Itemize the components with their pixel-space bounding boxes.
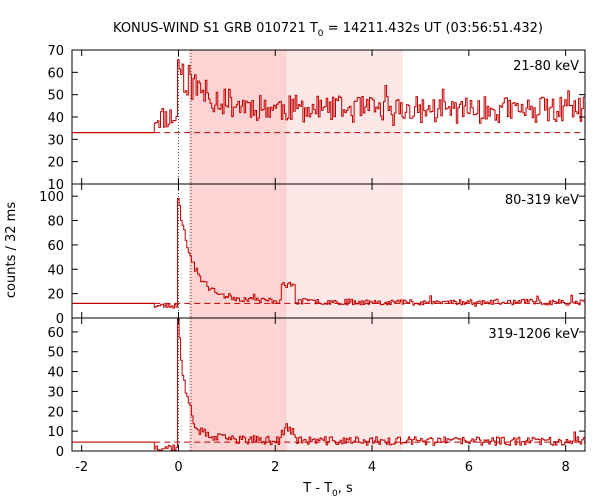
y-tick-label: 50	[47, 346, 64, 361]
shaded-interval-2	[286, 318, 404, 451]
x-tick-label: 8	[562, 460, 570, 475]
y-tick-label: 40	[47, 111, 64, 126]
y-tick-label: 20	[47, 156, 64, 171]
y-tick-label: 60	[47, 66, 64, 81]
panel-energy-label: 319-1206 keV	[488, 327, 579, 342]
x-axis-label: T - T0, s	[302, 481, 353, 499]
y-tick-label: 10	[47, 425, 64, 440]
x-tick-label: 2	[271, 460, 279, 475]
light-curve	[153, 318, 586, 451]
y-tick-label: 60	[47, 239, 64, 254]
panel-3: 0 10 20 30 40 50 60 319-1206 keV	[47, 317, 586, 460]
title-subscript: 0	[318, 29, 324, 39]
y-tick-label: 60	[47, 326, 64, 341]
y-tick-label: 0	[56, 312, 64, 327]
y-tick-label: 40	[47, 263, 64, 278]
y-tick-label: 80	[47, 215, 64, 230]
y-tick-label: 40	[47, 366, 64, 381]
y-tick-label: 30	[47, 385, 64, 400]
y-tick-label: 20	[47, 405, 64, 420]
y-tick-label: 10	[47, 178, 64, 193]
y-axis-label: counts / 32 ms	[4, 202, 19, 298]
shaded-interval-2	[286, 184, 404, 318]
xlabel-subscript: 0	[332, 489, 338, 499]
shaded-interval-1	[189, 50, 287, 184]
chart-title: KONUS-WIND S1 GRB 010721 T0 = 14211.432s…	[113, 21, 543, 39]
y-tick-label: 20	[47, 288, 64, 303]
y-tick-label: 100	[39, 190, 64, 205]
shaded-interval-1	[189, 184, 287, 318]
light-curve	[153, 59, 585, 133]
y-tick-label: 50	[47, 89, 64, 104]
panel-1: 10 20 30 40 50 60 70 21-80 keV	[47, 44, 586, 193]
y-tick-label: 30	[47, 133, 64, 148]
y-tick-label: 70	[47, 44, 64, 59]
x-tick-label: 4	[368, 460, 376, 475]
panel-energy-label: 80-319 keV	[505, 193, 579, 208]
y-tick-label: 0	[56, 445, 64, 460]
light-curve	[153, 198, 586, 309]
x-tick-label: -2	[75, 460, 88, 475]
panel-energy-label: 21-80 keV	[513, 59, 579, 74]
x-tick-label: 0	[174, 460, 182, 475]
x-tick-label: 6	[465, 460, 473, 475]
panel-frame	[71, 317, 586, 452]
panel-2: 0 20 40 60 80 100 80-319 keV	[39, 183, 586, 327]
